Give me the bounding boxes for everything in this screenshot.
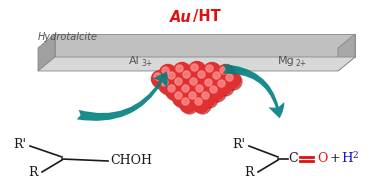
Circle shape bbox=[166, 83, 183, 99]
Circle shape bbox=[217, 79, 234, 96]
Circle shape bbox=[205, 64, 222, 81]
Circle shape bbox=[168, 72, 175, 79]
Circle shape bbox=[217, 64, 234, 81]
Text: Hydrotalcite: Hydrotalcite bbox=[38, 32, 98, 42]
Text: CHOH: CHOH bbox=[110, 154, 152, 167]
Circle shape bbox=[174, 77, 191, 94]
Circle shape bbox=[212, 71, 229, 88]
Circle shape bbox=[188, 91, 205, 108]
Circle shape bbox=[186, 90, 203, 106]
Circle shape bbox=[176, 65, 183, 72]
Circle shape bbox=[174, 91, 191, 108]
Polygon shape bbox=[338, 34, 355, 71]
Circle shape bbox=[198, 71, 205, 78]
Circle shape bbox=[194, 83, 211, 99]
Text: /HT: /HT bbox=[193, 9, 221, 25]
Circle shape bbox=[167, 71, 184, 88]
Text: O: O bbox=[317, 153, 327, 166]
Circle shape bbox=[211, 70, 228, 87]
Circle shape bbox=[181, 68, 197, 85]
Circle shape bbox=[172, 90, 189, 106]
Circle shape bbox=[175, 92, 182, 99]
Circle shape bbox=[154, 73, 161, 80]
Circle shape bbox=[161, 79, 168, 86]
FancyArrowPatch shape bbox=[223, 64, 284, 118]
Circle shape bbox=[194, 97, 211, 114]
Text: 2: 2 bbox=[352, 152, 358, 160]
Polygon shape bbox=[38, 34, 55, 71]
Circle shape bbox=[182, 98, 189, 105]
Text: Al: Al bbox=[129, 56, 140, 66]
Circle shape bbox=[182, 85, 189, 92]
Circle shape bbox=[195, 98, 202, 105]
Circle shape bbox=[158, 77, 175, 94]
Circle shape bbox=[181, 97, 198, 114]
Circle shape bbox=[205, 79, 212, 86]
Circle shape bbox=[180, 95, 197, 112]
Circle shape bbox=[202, 92, 209, 99]
Circle shape bbox=[167, 84, 184, 101]
Circle shape bbox=[210, 86, 217, 93]
Circle shape bbox=[196, 85, 203, 92]
Circle shape bbox=[175, 64, 192, 81]
Circle shape bbox=[200, 90, 217, 106]
Circle shape bbox=[215, 77, 232, 94]
Circle shape bbox=[201, 91, 218, 108]
Circle shape bbox=[180, 83, 197, 99]
Circle shape bbox=[189, 92, 196, 99]
Circle shape bbox=[226, 74, 233, 81]
Circle shape bbox=[189, 61, 206, 78]
Circle shape bbox=[162, 67, 169, 74]
Circle shape bbox=[209, 85, 226, 102]
Circle shape bbox=[206, 65, 213, 72]
Circle shape bbox=[168, 85, 175, 92]
Text: 3+: 3+ bbox=[141, 59, 152, 67]
Circle shape bbox=[204, 78, 221, 95]
Text: R: R bbox=[28, 167, 38, 180]
Circle shape bbox=[153, 72, 170, 89]
Circle shape bbox=[183, 71, 190, 78]
Circle shape bbox=[174, 63, 191, 80]
Circle shape bbox=[187, 75, 204, 92]
Circle shape bbox=[190, 78, 197, 85]
Circle shape bbox=[161, 66, 178, 83]
Circle shape bbox=[181, 84, 198, 101]
Circle shape bbox=[225, 73, 242, 90]
Circle shape bbox=[195, 68, 212, 85]
FancyArrowPatch shape bbox=[77, 71, 168, 121]
Text: 2+: 2+ bbox=[296, 59, 307, 67]
Circle shape bbox=[160, 64, 177, 81]
Text: R: R bbox=[245, 167, 254, 180]
Text: Mg: Mg bbox=[278, 56, 295, 66]
Circle shape bbox=[203, 63, 220, 80]
Circle shape bbox=[175, 78, 182, 85]
Text: Au: Au bbox=[170, 9, 192, 25]
Polygon shape bbox=[55, 34, 355, 57]
Polygon shape bbox=[38, 57, 355, 71]
Text: +: + bbox=[330, 153, 341, 166]
Circle shape bbox=[166, 70, 183, 87]
Circle shape bbox=[192, 95, 209, 112]
Circle shape bbox=[218, 80, 225, 87]
Circle shape bbox=[189, 77, 206, 94]
Text: C: C bbox=[288, 153, 297, 166]
Circle shape bbox=[160, 78, 177, 95]
Circle shape bbox=[208, 84, 225, 101]
Circle shape bbox=[195, 84, 212, 101]
Text: R': R' bbox=[232, 139, 245, 152]
Circle shape bbox=[219, 66, 236, 83]
Circle shape bbox=[191, 64, 198, 71]
Circle shape bbox=[213, 72, 220, 79]
Circle shape bbox=[172, 75, 189, 92]
Circle shape bbox=[223, 71, 240, 88]
Circle shape bbox=[197, 70, 214, 87]
Circle shape bbox=[220, 67, 227, 74]
Text: R': R' bbox=[13, 139, 26, 152]
Circle shape bbox=[190, 63, 207, 80]
Circle shape bbox=[182, 70, 199, 87]
Circle shape bbox=[203, 77, 220, 94]
Circle shape bbox=[152, 70, 169, 88]
Text: H: H bbox=[341, 153, 353, 166]
